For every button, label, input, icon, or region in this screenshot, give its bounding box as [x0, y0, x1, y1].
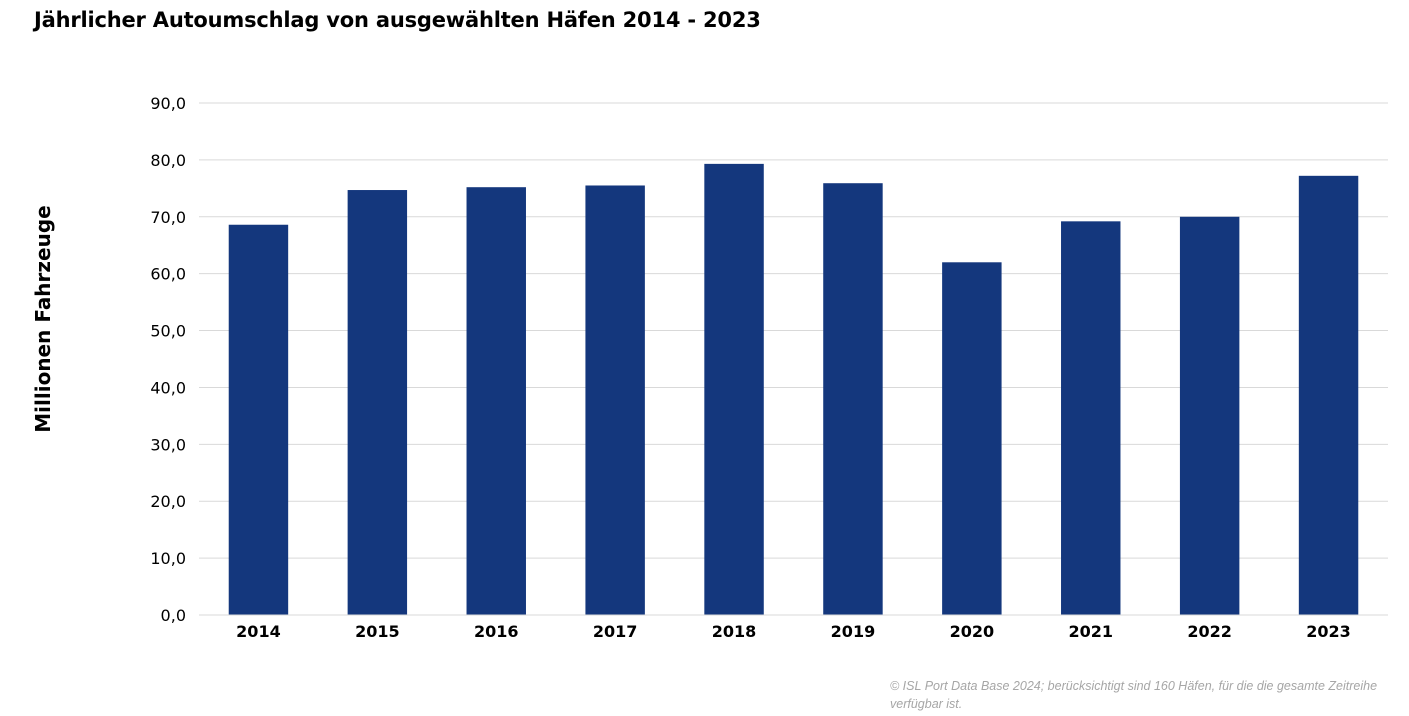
y-tick-label: 80,0: [150, 151, 186, 170]
y-tick-label: 0,0: [161, 606, 186, 625]
bar-2017: [585, 185, 645, 615]
y-tick-label: 20,0: [150, 492, 186, 511]
y-tick-label: 10,0: [150, 549, 186, 568]
bar-2014: [228, 224, 289, 615]
x-tick-label: 2015: [355, 622, 400, 641]
x-tick-labels: 2014 2015 2016 2017 2018 2019 2020 2021 2022 2023: [236, 622, 1351, 641]
y-tick-labels: 0,0 10,0 20,0 30,0 40,0 50,0 60,0 70,0 80,0 90,0: [150, 94, 186, 625]
bar-2016: [466, 187, 526, 615]
bar-2023: [1298, 175, 1359, 615]
bars: [228, 163, 1359, 616]
x-tick-label: 2014: [236, 622, 281, 641]
bar-2021: [1061, 221, 1121, 615]
bar-2022: [1179, 216, 1240, 615]
y-tick-label: 50,0: [150, 322, 186, 341]
x-tick-label: 2016: [474, 622, 519, 641]
y-tick-label: 90,0: [150, 94, 186, 113]
source-note: © ISL Port Data Base 2024; berücksichtig…: [890, 679, 1378, 711]
bar-2020: [942, 262, 1002, 615]
bar-2018: [704, 163, 764, 616]
y-tick-label: 30,0: [150, 435, 186, 454]
x-tick-label: 2020: [950, 622, 995, 641]
y-tick-label: 40,0: [150, 378, 186, 397]
y-tick-label: 60,0: [150, 265, 186, 284]
x-tick-label: 2019: [831, 622, 876, 641]
x-tick-label: 2023: [1306, 622, 1351, 641]
x-tick-label: 2021: [1068, 622, 1113, 641]
x-tick-label: 2018: [712, 622, 757, 641]
chart-title: Jährlicher Autoumschlag von ausgewählten…: [34, 8, 761, 32]
bar-2019: [823, 183, 883, 616]
x-tick-label: 2017: [593, 622, 638, 641]
y-tick-label: 70,0: [150, 208, 186, 227]
bar-2015: [347, 190, 408, 616]
x-tick-label: 2022: [1187, 622, 1232, 641]
